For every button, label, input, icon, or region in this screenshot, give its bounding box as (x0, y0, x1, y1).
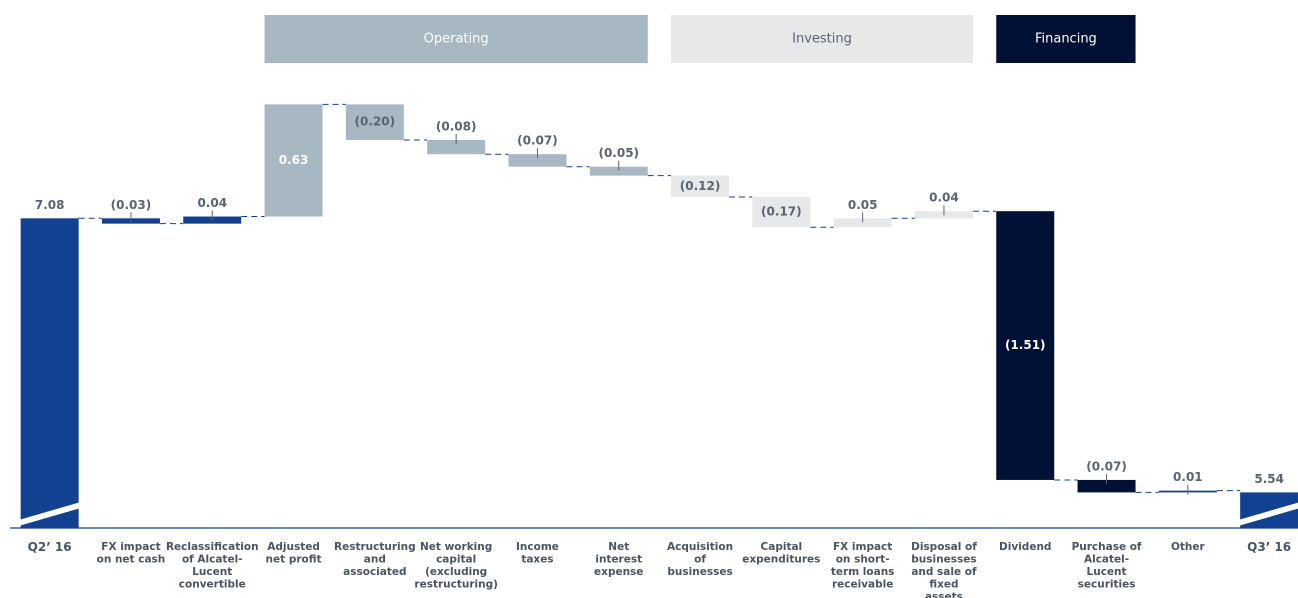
x-tick-label: Q2’ 16 (28, 540, 72, 554)
x-tick-label: Restructuring and associated (334, 541, 416, 578)
value-label: (0.03) (111, 198, 152, 212)
group-box (996, 15, 1136, 63)
x-tick-label: FX impact on short-term loans receivable (831, 541, 895, 591)
value-label: 0.05 (848, 198, 878, 212)
group-label: Investing (792, 32, 852, 47)
value-label: 0.01 (1173, 470, 1203, 484)
x-tick-label: Reclassification of Alcatel-Lucent convert… (166, 541, 259, 591)
bar (1077, 479, 1136, 493)
group-label: Operating (424, 32, 489, 47)
x-tick-label: Capital expenditures (742, 541, 820, 566)
bar (589, 166, 648, 176)
value-label: 7.08 (35, 198, 65, 212)
group-label: Financing (1035, 32, 1097, 47)
value-label: (0.08) (436, 119, 477, 133)
group-box (671, 15, 973, 63)
axis-break (1238, 502, 1298, 526)
x-tick-label: Net interest expense (594, 541, 643, 578)
bar (345, 104, 404, 140)
value-label: (1.51) (1005, 338, 1046, 352)
bar (427, 139, 486, 155)
x-tick-label: Income taxes (516, 541, 559, 566)
x-tick-label: Acquisition of businesses (667, 541, 733, 578)
bar (833, 218, 892, 228)
axis-break (18, 502, 81, 526)
x-tick-label: Disposal of businesses and sale of fixed ass… (911, 541, 977, 598)
x-tick-label: Net working capital (excluding restructurin… (414, 541, 498, 591)
value-label: (0.20) (355, 115, 396, 129)
bar (752, 196, 811, 228)
group-box (264, 15, 648, 63)
value-label: 0.63 (279, 153, 309, 167)
value-label: (0.07) (517, 134, 558, 148)
value-label: (0.17) (761, 205, 802, 219)
bar (996, 211, 1055, 480)
value-label: (0.07) (1086, 459, 1127, 473)
bar (264, 104, 323, 217)
x-tick-label: Q3’ 16 (1247, 540, 1291, 554)
x-tick-label: Dividend (999, 541, 1051, 553)
value-label: (0.12) (680, 179, 721, 193)
x-tick-label: Adjusted net profit (266, 541, 322, 566)
x-tick-label: Purchase of Alcatel-Lucent securities (1072, 541, 1142, 591)
value-label: 0.04 (197, 196, 227, 210)
x-tick-label: Other (1171, 541, 1206, 553)
bar (508, 154, 567, 167)
x-tick-label: FX impact on net cash (97, 541, 166, 566)
bar (671, 175, 730, 197)
value-label: (0.05) (598, 146, 639, 160)
value-label: 0.04 (929, 191, 959, 205)
bar (20, 218, 79, 528)
value-label: 5.54 (1254, 472, 1284, 486)
